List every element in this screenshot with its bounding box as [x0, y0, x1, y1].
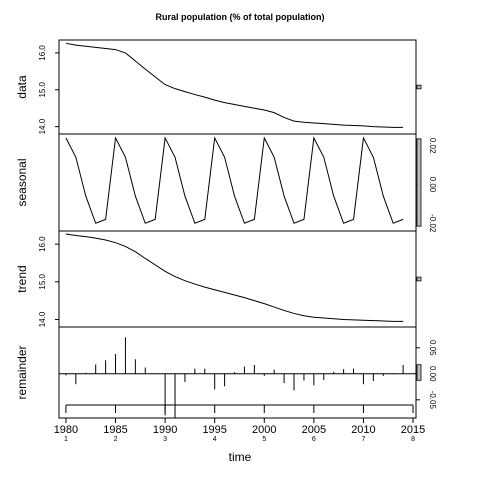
x-sub-tick-label: 7 [361, 436, 365, 443]
x-sub-tick-label: 5 [262, 436, 266, 443]
series-line-trend [65, 233, 404, 322]
panel-frame-data [58, 39, 417, 135]
x-sub-tick-label: 8 [411, 436, 415, 443]
panel-frame-trend [58, 230, 417, 328]
x-tick-label: 2005 [302, 424, 326, 436]
panel-label-remainder: remainder [15, 345, 29, 399]
x-sub-tick-label: 3 [163, 436, 167, 443]
scale-bar-trend [416, 276, 422, 282]
y-tick-label-seasonal: 0.02 [428, 138, 437, 154]
x-tick-label: 2015 [401, 424, 425, 436]
x-sub-tick-label: 2 [114, 436, 118, 443]
chart-title: Rural population (% of total population) [156, 12, 325, 22]
panel-seasonal: -0.02 0.00 0.02 seasonal [15, 133, 437, 233]
y-tick-label-seasonal: -0.02 [428, 214, 437, 233]
panel-data: 14.0 15.0 16.0 data [15, 39, 422, 135]
x-tick-label: 1995 [202, 424, 226, 436]
panel-label-trend: trend [15, 265, 29, 292]
x-sub-tick-label: 1 [64, 436, 68, 443]
y-tick-label-remainder: -0.05 [428, 391, 437, 410]
panel-label-seasonal: seasonal [15, 158, 29, 206]
series-line-data [65, 42, 404, 128]
y-tick-label-trend: 14.0 [38, 311, 47, 327]
panel-remainder: -0.05 0.00 0.05 remainder [15, 326, 437, 419]
y-tick-label-data: 14.0 [38, 118, 47, 134]
scale-bar-data [416, 84, 422, 90]
y-tick-label-remainder: 0.05 [428, 340, 437, 356]
scale-bar-seasonal [416, 138, 422, 227]
y-tick-label-trend: 16.0 [38, 236, 47, 252]
x-tick-label: 1985 [103, 424, 127, 436]
panel-trend: 14.0 15.0 16.0 trend [15, 230, 422, 328]
x-tick-label: 2000 [252, 424, 276, 436]
x-tick-label: 2010 [351, 424, 375, 436]
panel-label-data: data [15, 75, 29, 99]
y-tick-label-trend: 15.0 [38, 273, 47, 289]
x-tick-label: 1980 [54, 424, 78, 436]
x-tick-label: 1990 [153, 424, 177, 436]
y-tick-label-remainder: 0.00 [428, 366, 437, 382]
y-tick-label-data: 15.0 [38, 81, 47, 97]
scale-bar-remainder [416, 364, 422, 381]
x-sub-tick-label: 6 [312, 436, 316, 443]
x-sub-tick-label: 4 [213, 436, 217, 443]
y-tick-label-data: 16.0 [38, 45, 47, 61]
panels: 14.0 15.0 16.0 data -0.02 0.00 0.02 seasonal 14.… [15, 39, 437, 419]
x-axis-label: time [229, 450, 252, 464]
y-tick-label-seasonal: 0.00 [428, 177, 437, 193]
series-line-seasonal [65, 136, 404, 224]
panel-frame-remainder [58, 326, 417, 419]
